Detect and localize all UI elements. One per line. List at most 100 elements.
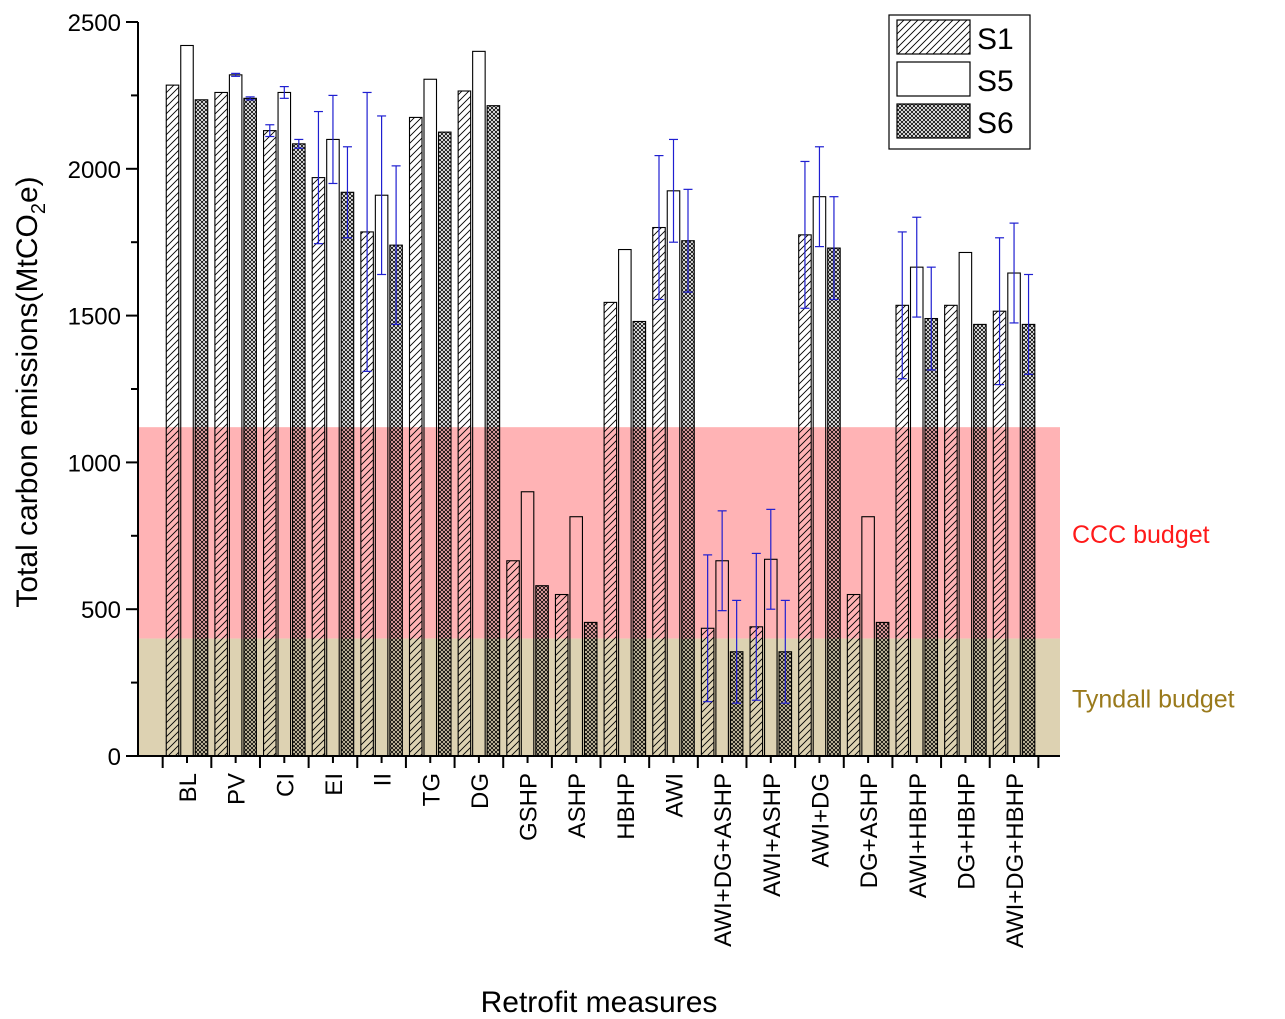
bar-s1 [214, 91, 228, 757]
y-tick-label: 500 [81, 597, 121, 624]
legend-swatch-s6 [896, 103, 971, 139]
bar-s6 [973, 323, 987, 757]
y-tick-label: 1500 [68, 304, 121, 331]
error-bar [328, 94, 338, 185]
bar-s1 [798, 234, 812, 757]
bar-s1 [165, 84, 180, 757]
error-bar [265, 124, 275, 138]
error-bar [279, 85, 289, 99]
x-tick-label: AWI+HBHP [905, 773, 932, 898]
error-bar [391, 165, 401, 326]
bar-s6 [583, 621, 598, 757]
error-bar [231, 72, 241, 77]
bar-s6 [486, 105, 501, 757]
error-bar [683, 188, 693, 293]
error-bar [1024, 273, 1034, 375]
bar-s6 [875, 621, 890, 757]
error-bar [926, 266, 936, 371]
error-bar [294, 138, 304, 149]
error-bar [995, 237, 1005, 386]
x-tick-label: AWI+DG [807, 773, 834, 867]
bar-s6 [681, 240, 695, 757]
y-tick-label: 0 [108, 744, 121, 771]
bar-s1 [408, 116, 423, 757]
error-bar [669, 138, 678, 243]
legend: S1 S5 S6 [888, 14, 1031, 150]
bar-s1 [846, 593, 861, 757]
x-tick-label: CI [272, 773, 299, 797]
bar-s6 [924, 317, 939, 757]
bar-s1 [652, 226, 666, 757]
y-tick-label: 2000 [68, 157, 121, 184]
error-bar [800, 160, 810, 309]
bar-s6 [243, 97, 257, 757]
error-bar [814, 146, 824, 248]
legend-swatch-s1 [896, 19, 971, 55]
bar-s6 [1021, 323, 1036, 757]
y-tick-label: 1000 [68, 450, 121, 477]
bar-s6 [291, 143, 306, 757]
error-bar [654, 154, 664, 301]
bar-s6 [827, 247, 841, 757]
error-bar [313, 110, 323, 245]
error-bar [342, 146, 352, 239]
x-tick-label: TG [418, 773, 445, 806]
bars [165, 44, 1036, 757]
band-label: CCC budget [1072, 521, 1210, 549]
bar-s1 [944, 304, 958, 757]
bar-s6 [194, 99, 209, 757]
x-tick-label: AWI [662, 773, 689, 817]
x-tick-label: DG+ASHP [856, 773, 883, 888]
error-bar [829, 196, 839, 301]
x-tick-label: DG+HBHP [953, 773, 980, 890]
bar-s6 [535, 585, 549, 757]
bar-s1 [457, 90, 472, 757]
bar-s6 [340, 191, 355, 757]
axes: 0 500 1000 1500 2000 2500 BL PV CI EI II TG DG GSHP AS… [68, 10, 1060, 948]
band-label: Tyndall budget [1072, 685, 1235, 713]
x-tick-label: AWI+ASHP [759, 773, 786, 897]
error-bar [780, 599, 790, 704]
error-bar [912, 216, 922, 318]
bar-s1 [506, 560, 520, 757]
x-tick-label: GSHP [516, 773, 543, 841]
y-axis-title-main: Total carbon emissions(MtCO [11, 214, 44, 607]
legend-label: S6 [977, 107, 1014, 140]
error-bar [362, 91, 372, 372]
bar-s6 [632, 320, 647, 757]
x-axis-title: Retrofit measures [481, 986, 718, 1019]
y-axis-title-subscript: 2 [28, 203, 50, 214]
x-tick-label: II [370, 773, 397, 786]
error-bar [766, 508, 776, 610]
error-bar [897, 231, 907, 380]
x-tick-label: PV [224, 773, 251, 805]
error-bar [1009, 222, 1019, 324]
error-bar [751, 552, 761, 701]
legend-swatch-s5 [896, 61, 971, 97]
x-tick-label: ASHP [564, 773, 591, 838]
error-bar [717, 510, 727, 612]
y-axis-title: Total carbon emissions(MtCO2e) [11, 176, 50, 607]
bar-s1 [262, 130, 277, 757]
error-bar [377, 115, 387, 276]
x-tick-label: BL [175, 773, 202, 802]
x-tick-label: AWI+DG+ASHP [710, 773, 737, 947]
x-tick-label: DG [467, 773, 494, 809]
legend-label: S1 [977, 23, 1014, 56]
bar-s1 [311, 177, 326, 757]
y-axis-title-suffix: e) [11, 176, 44, 203]
bar-s6 [437, 131, 452, 757]
error-bar [703, 554, 713, 703]
bar-s1 [554, 593, 569, 757]
bar-s1 [603, 301, 618, 757]
error-bars [231, 72, 1034, 704]
error-bar [245, 96, 255, 101]
error-bar [732, 599, 742, 704]
x-tick-label: EI [321, 773, 348, 796]
x-tick-label: HBHP [613, 773, 640, 840]
x-tick-label: AWI+DG+HBHP [1002, 773, 1029, 948]
legend-label: S5 [977, 65, 1014, 98]
axis-labels: Retrofit measures Total carbon emissions… [11, 176, 717, 1019]
y-tick-label: 2500 [68, 10, 121, 37]
